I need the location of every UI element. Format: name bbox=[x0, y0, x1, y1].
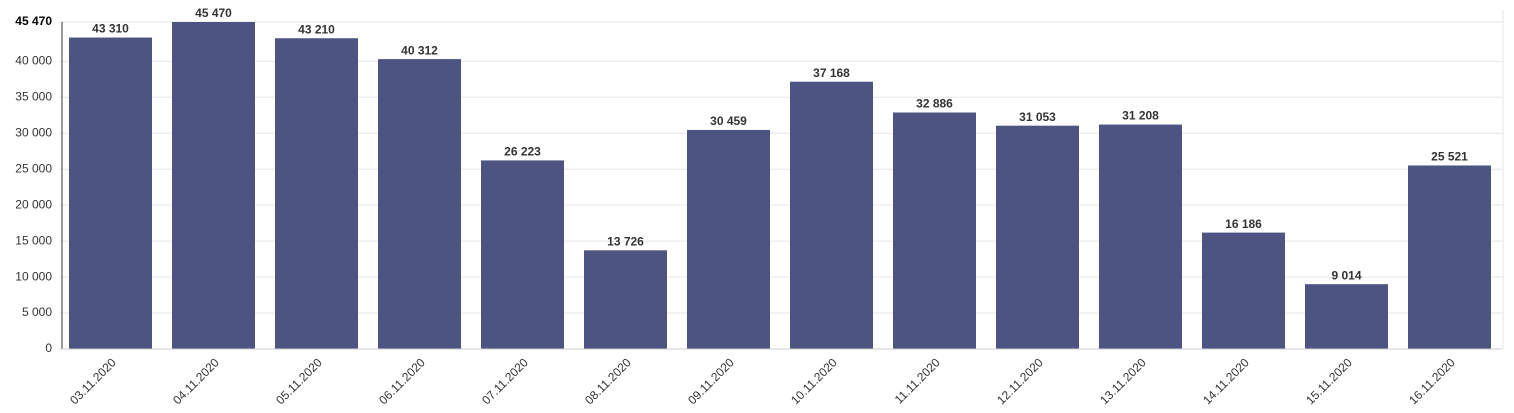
y-tick-label: 45 470 bbox=[15, 14, 52, 28]
x-tick-label: 11.11.2020 bbox=[892, 355, 943, 406]
x-tick-label: 08.11.2020 bbox=[582, 355, 634, 407]
value-label: 16 186 bbox=[1225, 217, 1262, 231]
bar bbox=[584, 250, 667, 349]
bar bbox=[481, 160, 564, 349]
x-tick-label: 16.11.2020 bbox=[1406, 355, 1458, 407]
x-tick-label: 09.11.2020 bbox=[685, 355, 737, 407]
y-tick-label: 15 000 bbox=[15, 233, 52, 247]
value-label: 31 053 bbox=[1019, 110, 1056, 124]
bar bbox=[275, 38, 358, 349]
value-label: 26 223 bbox=[504, 145, 541, 159]
bar bbox=[893, 112, 976, 349]
bar bbox=[1099, 124, 1182, 350]
value-label: 31 208 bbox=[1122, 109, 1159, 123]
value-label: 43 210 bbox=[298, 22, 335, 36]
value-label: 40 312 bbox=[401, 43, 438, 57]
bar bbox=[172, 22, 255, 349]
x-tick-label: 05.11.2020 bbox=[273, 355, 325, 407]
bar bbox=[1305, 284, 1388, 349]
y-tick-label: 0 bbox=[45, 341, 52, 355]
bar bbox=[1408, 165, 1491, 349]
bar bbox=[790, 81, 873, 350]
y-tick-label: 10 000 bbox=[15, 269, 52, 283]
y-tick-label: 40 000 bbox=[15, 54, 52, 68]
x-tick-label: 03.11.2020 bbox=[67, 355, 119, 407]
x-tick-label: 15.11.2020 bbox=[1303, 355, 1355, 407]
x-tick-label: 14.11.2020 bbox=[1200, 355, 1252, 407]
bar bbox=[996, 125, 1079, 349]
value-label: 32 886 bbox=[916, 97, 953, 111]
y-tick-label: 35 000 bbox=[15, 89, 52, 103]
value-label: 45 470 bbox=[195, 6, 232, 20]
y-tick-label: 25 000 bbox=[15, 161, 52, 175]
bar bbox=[687, 129, 770, 349]
value-label: 25 521 bbox=[1431, 150, 1468, 164]
x-tick-label: 10.11.2020 bbox=[788, 355, 840, 407]
value-label: 37 168 bbox=[813, 66, 850, 80]
bar bbox=[378, 59, 461, 349]
y-tick-label: 30 000 bbox=[15, 125, 52, 139]
value-label: 9 014 bbox=[1331, 268, 1361, 282]
value-label: 30 459 bbox=[710, 114, 747, 128]
x-tick-label: 12.11.2020 bbox=[994, 355, 1046, 407]
x-tick-label: 06.11.2020 bbox=[376, 355, 428, 407]
y-tick-label: 5 000 bbox=[22, 305, 52, 319]
value-label: 13 726 bbox=[607, 234, 644, 248]
y-tick-label: 20 000 bbox=[15, 197, 52, 211]
value-label: 43 310 bbox=[92, 22, 129, 36]
x-tick-label: 04.11.2020 bbox=[170, 355, 222, 407]
x-tick-label: 13.11.2020 bbox=[1097, 355, 1149, 407]
bar bbox=[69, 37, 152, 350]
x-tick-label: 07.11.2020 bbox=[479, 355, 531, 407]
bar bbox=[1202, 232, 1285, 349]
